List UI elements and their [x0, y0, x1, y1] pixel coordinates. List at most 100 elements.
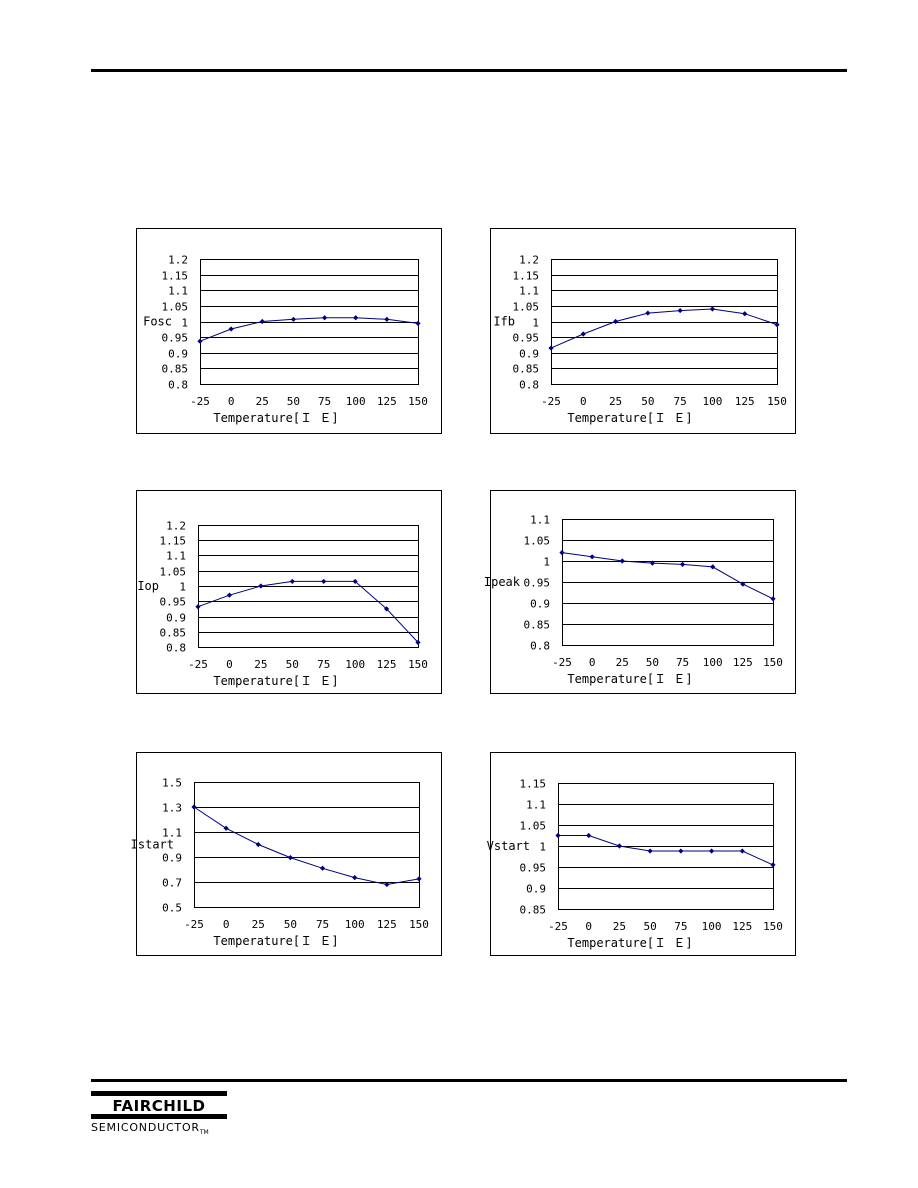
data-point	[586, 832, 592, 839]
data-point	[645, 310, 651, 316]
y-tick-label: 1.15	[513, 270, 540, 283]
x-tick-label: 0	[223, 918, 230, 931]
y-tick-label: 0.9	[168, 348, 188, 361]
x-tick-label: 25	[616, 656, 629, 669]
data-point	[259, 318, 265, 325]
y-axis-label-iop: Iop	[137, 579, 159, 593]
x-tick-label: 125	[377, 395, 397, 408]
y-tick-label: 0.5	[162, 902, 182, 915]
x-tick-label: 75	[316, 918, 329, 931]
data-point	[191, 804, 197, 810]
chart-iop: 1.2 1.15 1.1 1.05 1 0.95 0.9 0.85 0.8 -25 0 25 50 75 1…	[136, 490, 442, 694]
data-point	[415, 639, 421, 646]
data-point	[555, 832, 561, 839]
y-tick-label: 1.05	[524, 535, 551, 548]
y-axis-label-ifb: Ifb	[493, 315, 515, 329]
data-point	[384, 316, 390, 322]
y-tick-label: 0.9	[526, 883, 546, 896]
top-rule	[91, 69, 847, 72]
series-line-ipeak	[561, 552, 774, 600]
y-tick-label: 0.85	[513, 363, 540, 376]
y-tick-label: 1.15	[162, 270, 189, 283]
x-tick-label: 150	[763, 656, 783, 669]
data-point	[290, 316, 297, 322]
series-line-ifb	[550, 308, 778, 349]
y-tick-label: 0.9	[530, 598, 550, 611]
y-tick-label: 0.85	[162, 363, 189, 376]
y-axis-label-ipeak: Ipeak	[484, 575, 521, 589]
chart-frame	[490, 228, 796, 434]
x-tick-label: 125	[733, 656, 753, 669]
x-tick-label: 50	[646, 656, 659, 669]
data-point	[353, 315, 359, 321]
data-point	[616, 843, 623, 849]
x-tick-label: 100	[702, 920, 722, 933]
x-tick-label: -25	[548, 920, 568, 933]
x-axis-label-iop: Temperature[Ｉ Ｅ]	[213, 674, 338, 688]
data-point	[709, 306, 716, 312]
x-axis-label-ifb: Temperature[Ｉ Ｅ]	[567, 411, 692, 425]
x-tick-label: -25	[541, 395, 561, 408]
x-tick-label: 0	[228, 395, 235, 408]
x-tick-label: 150	[408, 658, 428, 671]
y-tick-label: 1.1	[166, 550, 186, 563]
y-tick-label: 1	[181, 317, 188, 330]
y-tick-label: 1	[532, 317, 539, 330]
y-tick-label: 1.15	[160, 535, 187, 548]
x-axis-label-ipeak: Temperature[Ｉ Ｅ]	[567, 672, 692, 686]
x-axis-label-istart: Temperature[Ｉ Ｅ]	[213, 934, 338, 948]
y-tick-label: 1	[543, 556, 550, 569]
logo-bar-bottom	[91, 1114, 227, 1119]
plot-area-border	[558, 783, 774, 910]
x-tick-label: 125	[732, 920, 752, 933]
y-tick-label: 0.95	[524, 577, 551, 590]
logo-bar-top	[91, 1091, 227, 1096]
x-tick-label: 100	[703, 656, 723, 669]
chart-frame	[490, 490, 796, 694]
series-line-iop	[197, 580, 419, 643]
y-tick-label: 1.2	[166, 520, 186, 533]
y-tick-label: 0.8	[530, 640, 550, 653]
data-point	[710, 564, 716, 570]
x-tick-label: 150	[409, 918, 429, 931]
y-tick-label: 0.9	[519, 348, 539, 361]
x-tick-label: 25	[609, 395, 622, 408]
series-line-vstart	[558, 835, 774, 866]
data-point	[228, 326, 234, 332]
y-tick-label: 1.1	[168, 285, 188, 298]
y-tick-label: 1.05	[513, 301, 540, 314]
data-point	[223, 825, 229, 831]
data-point	[677, 307, 683, 314]
x-tick-label: 0	[585, 920, 592, 933]
x-tick-label: 100	[702, 395, 722, 408]
y-tick-label: 0.9	[166, 612, 186, 625]
chart-istart: 1.5 1.3 1.1 0.9 0.7 0.5 -25 0 25 50 75 100 125 150 Ist…	[131, 752, 442, 956]
chart-svg-vstart: 1.15 1.1 1.05 1 0.95 0.9 0.85-25 0 25 50 75 100 125 1…	[487, 752, 796, 956]
y-tick-label: 0.8	[166, 642, 186, 655]
plot-area-border	[194, 782, 420, 908]
plot-area-border	[562, 519, 774, 646]
bottom-rule	[91, 1079, 847, 1082]
data-point	[774, 322, 780, 328]
series-line-fosc	[199, 317, 419, 342]
data-point	[612, 318, 619, 325]
y-axis-label-istart: Istart	[131, 838, 174, 852]
series-line-istart	[193, 806, 420, 886]
y-tick-label: 0.85	[520, 904, 547, 917]
x-tick-label: 25	[252, 918, 265, 931]
chart-svg-ipeak: 1.1 1.05 1 0.95 0.9 0.85 0.8-25 0 25 50 75 100 125 15…	[484, 490, 796, 694]
x-tick-label: 50	[286, 658, 299, 671]
y-tick-label: 0.95	[162, 332, 189, 345]
x-tick-label: -25	[552, 656, 572, 669]
y-tick-label: 1.1	[162, 827, 182, 840]
y-tick-label: 0.85	[160, 627, 187, 640]
chart-fosc: 1.2 1.15 1.1 1.05 1 0.95 0.9 0.85 0.8 -25 0 25 50 75 1…	[136, 228, 442, 434]
y-tick-label: 0.95	[520, 862, 547, 875]
x-axis-label-vstart: Temperature[Ｉ Ｅ]	[567, 936, 692, 950]
data-point	[321, 315, 328, 321]
data-point	[580, 331, 586, 337]
y-tick-label: 1.05	[520, 820, 547, 833]
y-tick-label: 1.1	[530, 514, 550, 527]
y-tick-label: 1.3	[162, 802, 182, 815]
data-point	[415, 320, 421, 326]
